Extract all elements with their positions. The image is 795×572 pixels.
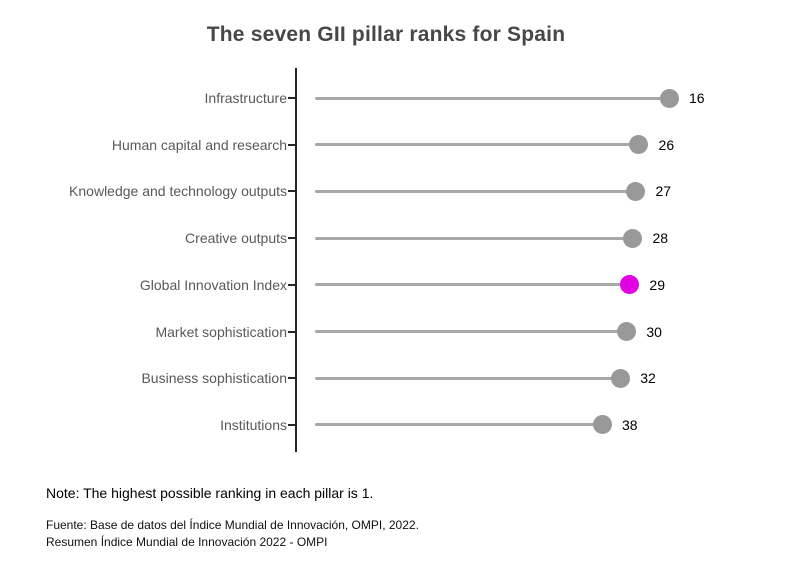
stem-line [315,330,627,333]
axis-tick [288,423,296,426]
stem-line [315,283,630,287]
value-label: 28 [652,230,669,247]
highlight-dot-marker [619,275,639,295]
value-label: 30 [646,323,662,340]
stem-line [315,96,669,100]
category-label: Institutions [220,416,287,433]
axis-tick [288,97,296,99]
axis-tick [288,143,296,146]
dot-marker [616,322,636,341]
stem-line [315,143,639,147]
value-label: 38 [622,416,638,433]
value-label: 29 [649,276,665,293]
dot-marker [629,135,649,155]
stem-line [315,423,602,427]
dot-marker [592,415,612,435]
dot-marker [622,228,642,248]
axis-tick [288,237,296,240]
axis-tick [288,377,296,380]
axis-tick [288,283,296,286]
note-text: Note: The highest possible ranking in ea… [46,485,374,501]
axis-tick [288,190,296,193]
category-label: Human capital and research [111,136,287,153]
dot-marker [659,88,679,108]
stem-line [315,236,633,240]
dot-marker [610,368,630,388]
category-label: Market sophistication [155,323,287,340]
value-label: 32 [640,370,656,387]
dot-marker [626,181,645,201]
category-label: Global Innovation Index [139,276,287,293]
axis-tick [288,330,296,333]
stem-line [315,189,636,193]
category-label: Creative outputs [185,230,287,247]
value-label: 26 [658,136,675,153]
category-label: Infrastructure [204,90,287,106]
source-line-2: Resumen Índice Mundial de Innovación 202… [46,535,328,549]
source-line-1: Fuente: Base de datos del Índice Mundial… [46,518,419,532]
value-label: 16 [689,90,705,106]
category-label: Knowledge and technology outputs [69,183,287,200]
value-label: 27 [655,183,672,200]
category-label: Business sophistication [141,370,287,387]
y-axis-line [295,68,297,452]
stem-line [315,376,621,380]
chart-title: The seven GII pillar ranks for Spain [206,23,566,46]
